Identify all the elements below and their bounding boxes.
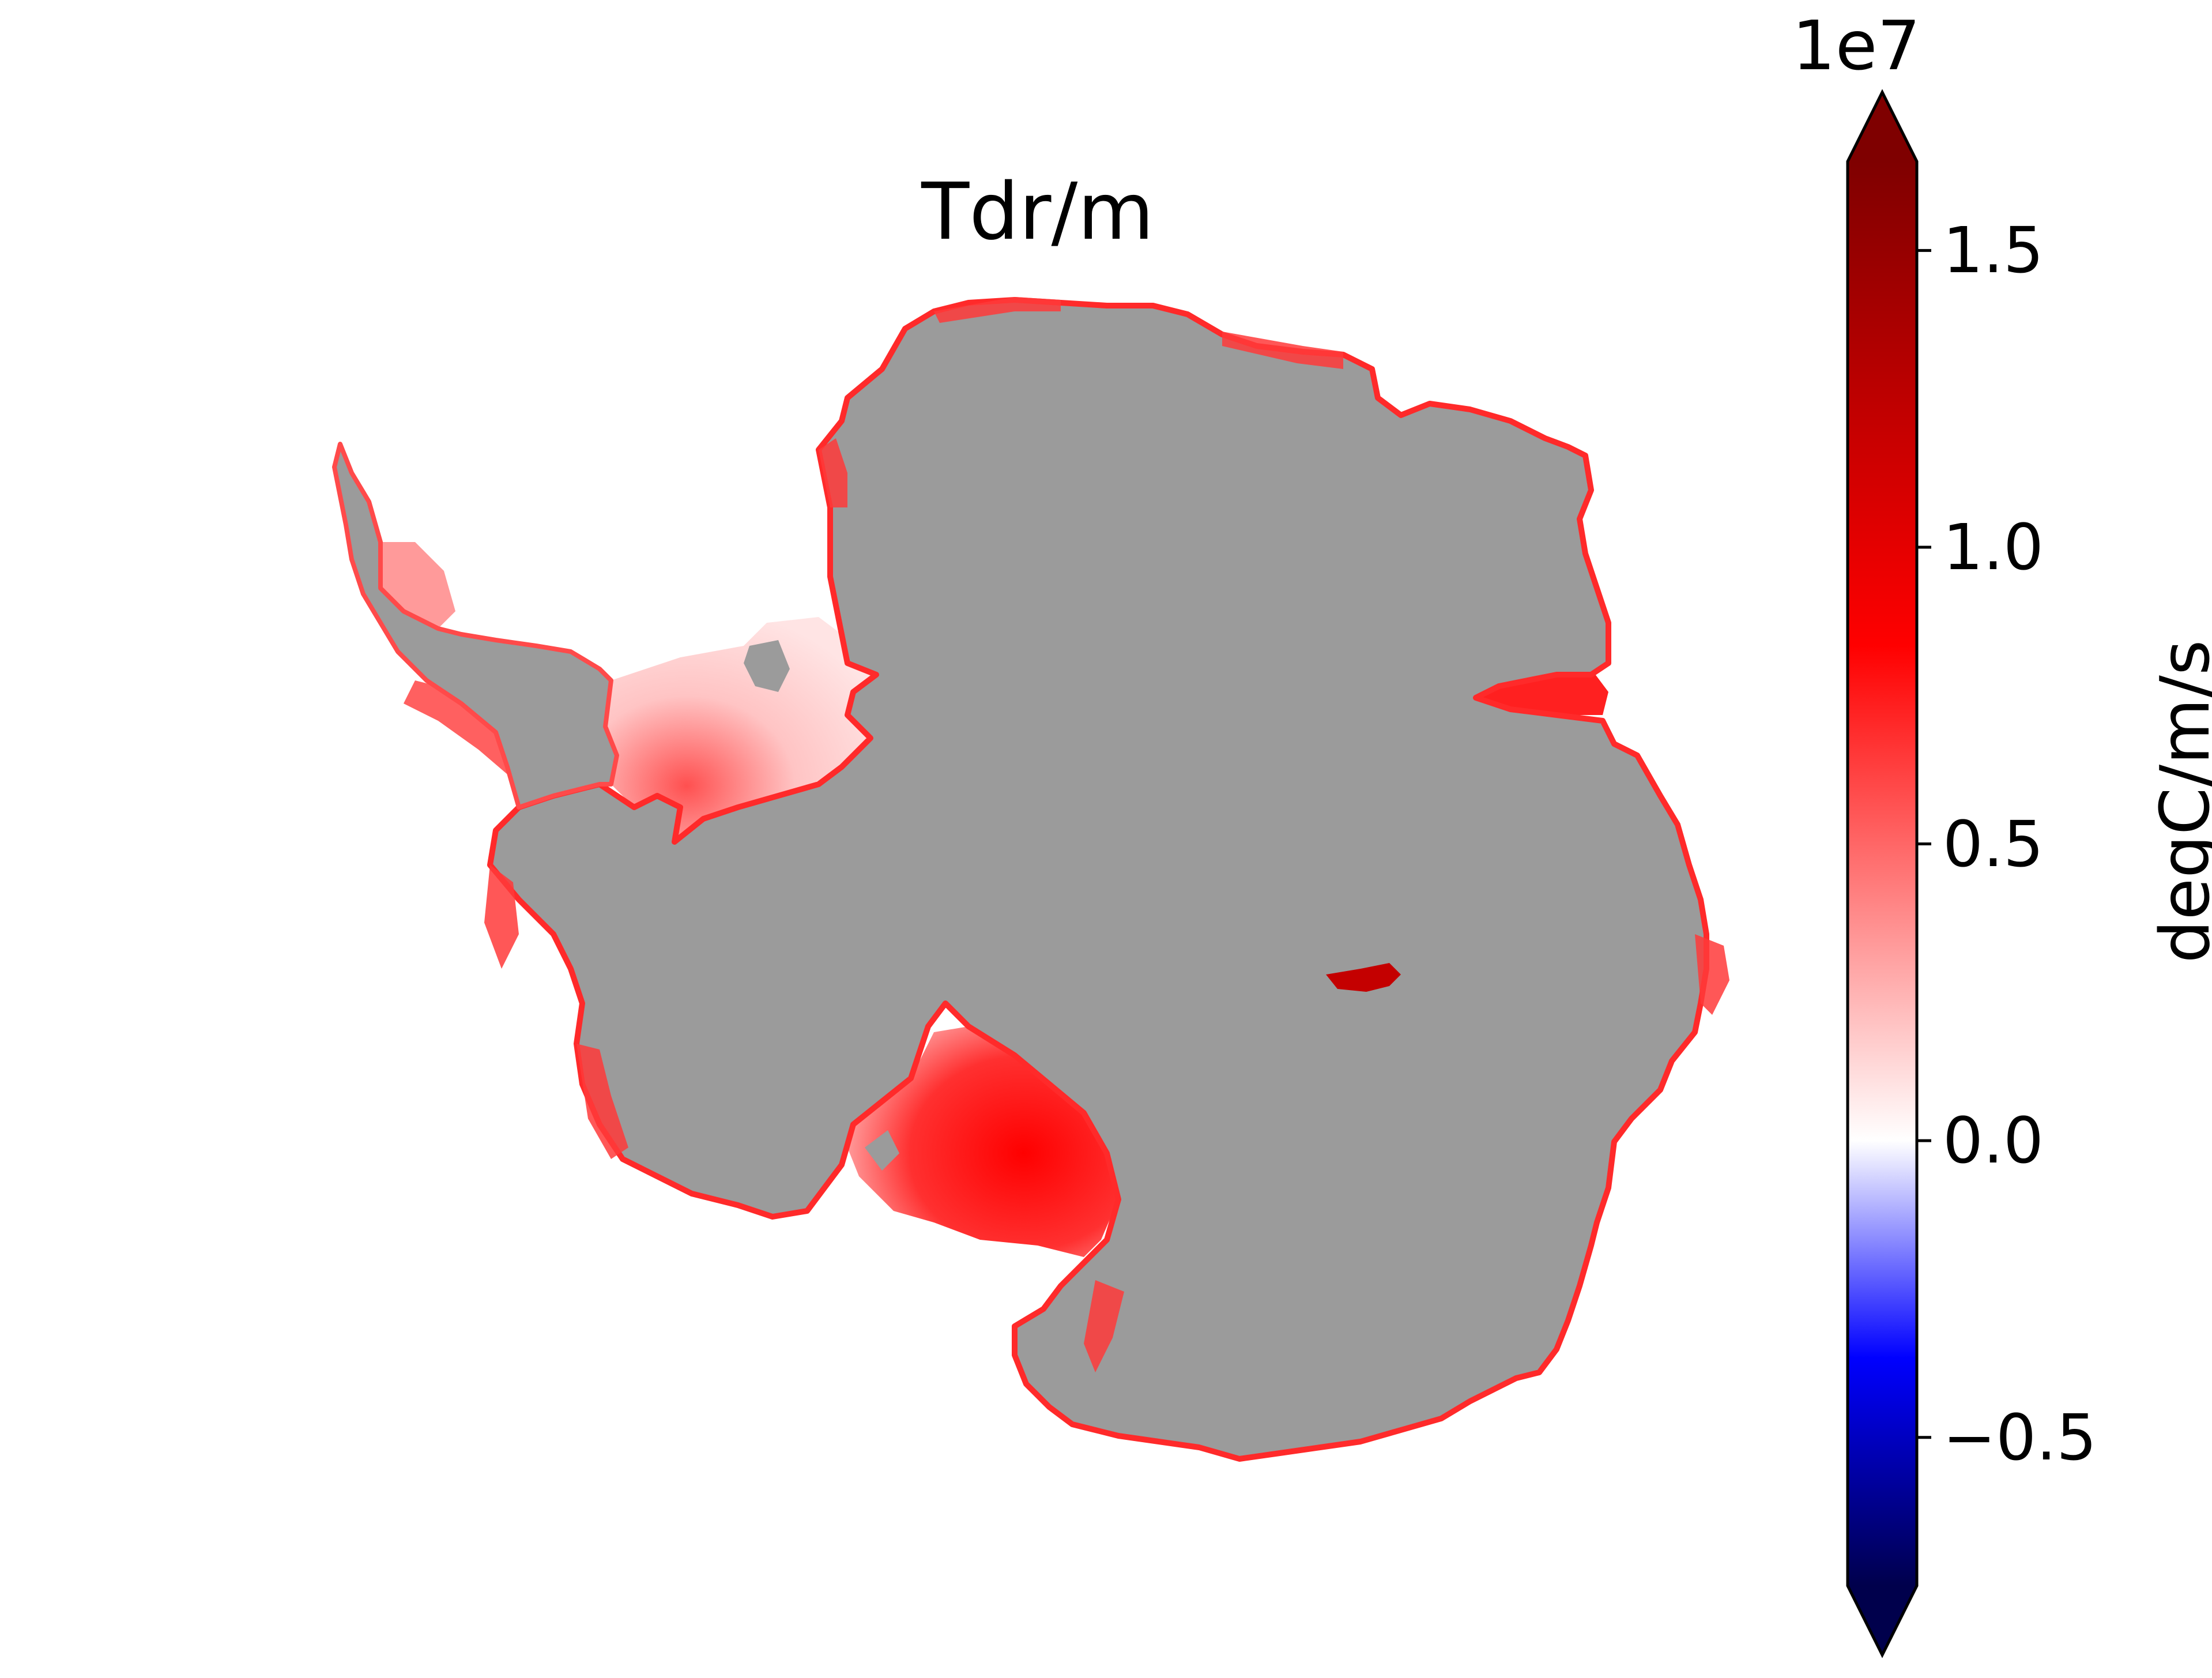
colorbar-tick-label: 0.5 (1943, 807, 2044, 881)
colorbar (1846, 89, 1931, 1658)
fringe-wilkes (1695, 934, 1729, 1015)
colorbar-outline (1846, 89, 1919, 1658)
fringe-weddell-east (819, 438, 847, 507)
fringe-amundsen (484, 865, 519, 969)
colorbar-tick-label: 1.0 (1943, 510, 2044, 584)
colorbar-body (1848, 161, 1917, 1586)
fringe-dronning-maud (934, 297, 1061, 323)
peninsula-west-fringe (404, 680, 530, 784)
colorbar-label: degC/m/s (2145, 639, 2212, 964)
ross-island-gap (865, 1130, 899, 1171)
colorbar-extend-max (1848, 92, 1917, 161)
fringe-queen-maud-east (1222, 332, 1343, 369)
antarctic-peninsula (332, 442, 619, 810)
colorbar-ticks (1917, 249, 1931, 1439)
fringe-marie-byrd (576, 1044, 628, 1159)
plot-title: Tdr/m (921, 167, 1154, 258)
colorbar-extend-min (1848, 1586, 1917, 1655)
colorbar-tick-label: 1.5 (1943, 213, 2044, 288)
interior-hotspot (1326, 963, 1401, 992)
colorbar-tick-label: 0.0 (1943, 1104, 2044, 1178)
antarctica-land (332, 297, 1709, 1462)
berkner-island (744, 640, 790, 692)
colorbar-offset-text: 1e7 (1792, 6, 1921, 85)
colorbar-tick-label: −0.5 (1943, 1400, 2097, 1474)
coastal-fringes (484, 297, 1729, 1372)
ross-shelf (847, 1026, 1118, 1257)
fringe-victoria (1084, 1280, 1124, 1372)
